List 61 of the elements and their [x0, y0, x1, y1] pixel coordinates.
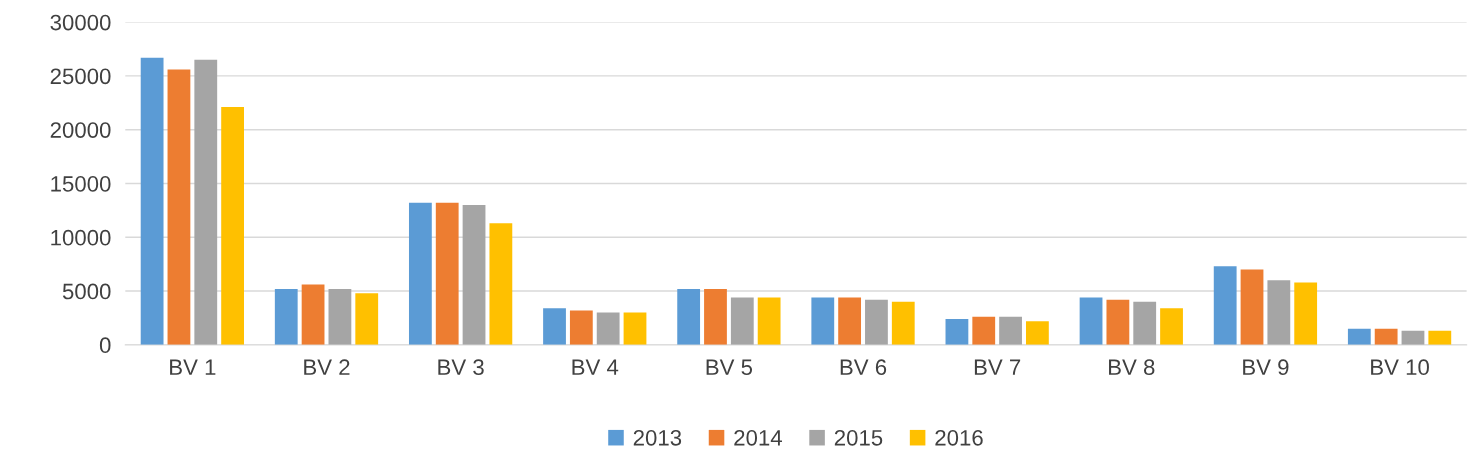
bar [435, 202, 459, 345]
bar [221, 107, 244, 345]
bar [569, 310, 593, 345]
bar [865, 299, 888, 345]
bar [730, 297, 754, 345]
bar [1026, 321, 1049, 345]
bar [1106, 299, 1130, 345]
y-tick-label: 25000 [50, 68, 111, 85]
bar [945, 319, 969, 345]
bar [677, 288, 701, 345]
y-tick-label: 30000 [50, 14, 111, 31]
x-tick-label: BV 8 [1109, 359, 1155, 376]
bar [623, 312, 647, 345]
y-tick-label: 15000 [51, 176, 111, 192]
bar [838, 297, 862, 345]
x-tick-label: BV 3 [438, 359, 484, 376]
bar [596, 312, 620, 345]
x-tick-label: BV 1 [170, 359, 216, 375]
bar [194, 59, 218, 345]
bar [1213, 266, 1237, 345]
bar [972, 316, 996, 345]
bar [1133, 301, 1157, 345]
bar [1347, 328, 1371, 345]
bar [301, 284, 325, 345]
y-tick-label: 0 [99, 337, 111, 354]
y-tick-label: 20000 [50, 122, 111, 138]
bar [1240, 269, 1264, 345]
bar [891, 301, 915, 345]
x-tick-label: BV 9 [1243, 359, 1289, 376]
bar [167, 69, 191, 345]
bar [274, 288, 298, 345]
legend-label: 2014 [734, 429, 782, 446]
bar [1294, 282, 1318, 345]
bar [999, 316, 1022, 345]
bar [328, 288, 352, 345]
y-tick-label: 5000 [62, 283, 111, 300]
bar [1374, 328, 1398, 345]
bar [355, 293, 379, 345]
bar [140, 57, 164, 345]
x-tick-label: BV 2 [304, 359, 350, 375]
x-tick-label: BV 4 [572, 359, 619, 375]
bar [757, 297, 781, 345]
x-tick-label: BV 7 [974, 359, 1021, 375]
bar [704, 288, 727, 345]
bar [1160, 308, 1183, 345]
bar [489, 223, 513, 345]
bar [408, 202, 432, 345]
x-tick-label: BV 10 [1371, 359, 1429, 376]
bar [1079, 297, 1103, 345]
x-tick-label: BV 5 [706, 359, 753, 376]
legend-label: 2015 [834, 429, 883, 446]
bar [1428, 330, 1452, 345]
bar [462, 204, 486, 345]
legend-label: 2013 [633, 429, 682, 446]
x-tick-label: BV 6 [840, 359, 887, 376]
legend-label: 2016 [935, 429, 983, 446]
y-tick-label: 10000 [51, 229, 111, 246]
bar [543, 308, 566, 345]
bar [1401, 330, 1425, 345]
bar [811, 297, 835, 345]
bar [1267, 280, 1291, 345]
